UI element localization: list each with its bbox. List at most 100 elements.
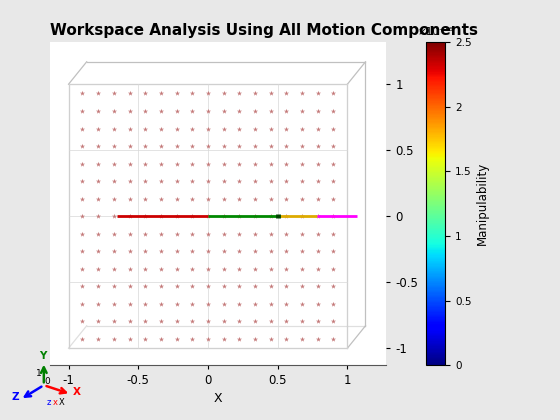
Point — [156, 178, 165, 184]
Point — [266, 248, 275, 255]
Point — [109, 160, 118, 167]
Point — [156, 231, 165, 237]
Point — [188, 213, 197, 220]
Point — [78, 90, 87, 97]
Point — [188, 143, 197, 150]
Point — [266, 160, 275, 167]
Point — [156, 125, 165, 132]
Point — [203, 336, 212, 342]
Point — [219, 283, 228, 290]
Point — [94, 265, 102, 272]
Point — [188, 90, 197, 97]
Point — [94, 178, 102, 184]
Point — [78, 143, 87, 150]
Point — [141, 336, 150, 342]
X-axis label: X: X — [214, 391, 223, 404]
Point — [94, 125, 102, 132]
Point — [188, 301, 197, 307]
Point — [203, 283, 212, 290]
Point — [125, 125, 134, 132]
Point — [297, 283, 306, 290]
Point — [125, 318, 134, 325]
Point — [109, 143, 118, 150]
Point — [141, 90, 150, 97]
Point — [109, 248, 118, 255]
Point — [250, 248, 259, 255]
Point — [125, 301, 134, 307]
Point — [188, 178, 197, 184]
Text: x: x — [53, 398, 58, 407]
Point — [266, 336, 275, 342]
Point — [125, 143, 134, 150]
Point — [172, 213, 181, 220]
Point — [266, 195, 275, 202]
Point — [250, 301, 259, 307]
Point — [297, 108, 306, 114]
Point — [172, 143, 181, 150]
Point — [282, 213, 291, 220]
Point — [235, 336, 244, 342]
Point — [78, 336, 87, 342]
Point — [282, 125, 291, 132]
Point — [313, 143, 322, 150]
Point — [235, 231, 244, 237]
Point — [109, 318, 118, 325]
Text: Workspace Analysis Using All Motion Components: Workspace Analysis Using All Motion Comp… — [50, 23, 478, 38]
Point — [282, 90, 291, 97]
Point — [141, 283, 150, 290]
Point — [266, 90, 275, 97]
Point — [219, 231, 228, 237]
Point — [235, 301, 244, 307]
Point — [172, 160, 181, 167]
Point — [109, 125, 118, 132]
Point — [203, 108, 212, 114]
Point — [219, 125, 228, 132]
Point — [94, 143, 102, 150]
Point — [219, 178, 228, 184]
Point — [188, 318, 197, 325]
Point — [78, 160, 87, 167]
Point — [266, 178, 275, 184]
Point — [313, 248, 322, 255]
Point — [282, 301, 291, 307]
Point — [329, 160, 338, 167]
Point — [78, 195, 87, 202]
Point — [141, 213, 150, 220]
Point — [313, 108, 322, 114]
Point — [156, 160, 165, 167]
Point — [250, 213, 259, 220]
Point — [297, 213, 306, 220]
Point — [156, 283, 165, 290]
Point — [250, 231, 259, 237]
Point — [172, 178, 181, 184]
Point — [109, 265, 118, 272]
Point — [125, 265, 134, 272]
Point — [188, 108, 197, 114]
Point — [172, 248, 181, 255]
Point — [250, 283, 259, 290]
Point — [172, 336, 181, 342]
Point — [282, 143, 291, 150]
Text: Z: Z — [11, 393, 18, 402]
Point — [188, 283, 197, 290]
Point — [94, 231, 102, 237]
Point — [172, 265, 181, 272]
Point — [282, 318, 291, 325]
Point — [109, 178, 118, 184]
Point — [329, 90, 338, 97]
Point — [266, 125, 275, 132]
Point — [329, 301, 338, 307]
Point — [235, 318, 244, 325]
Point — [313, 301, 322, 307]
Point — [250, 143, 259, 150]
Text: ×10⁻¹⁶: ×10⁻¹⁶ — [417, 27, 454, 37]
Point — [282, 178, 291, 184]
Point — [78, 301, 87, 307]
Point — [235, 213, 244, 220]
Point — [141, 265, 150, 272]
Point — [235, 90, 244, 97]
Point — [109, 231, 118, 237]
Point — [250, 336, 259, 342]
Point — [156, 143, 165, 150]
Text: X: X — [73, 387, 81, 397]
